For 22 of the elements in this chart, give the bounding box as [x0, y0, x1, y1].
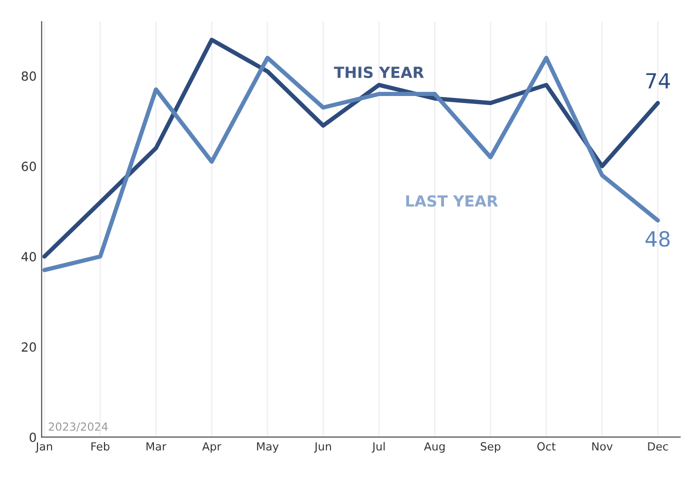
- y-tick-label: 60: [22, 162, 36, 172]
- x-tick-label: Dec: [648, 442, 668, 451]
- y-tick-label: 80: [22, 71, 36, 81]
- x-tick-label: Mar: [146, 442, 166, 451]
- y-tick-label: 0: [30, 432, 36, 442]
- data-label: 48: [646, 231, 670, 247]
- data-label: 74: [646, 73, 670, 88]
- x-tick-label: May: [257, 442, 279, 453]
- x-tick-label: Aug: [424, 442, 445, 453]
- x-tick-label: Nov: [592, 442, 613, 451]
- x-tick-label: Apr: [202, 442, 222, 453]
- text: LAST YEAR: [406, 195, 498, 207]
- x-tick-label: Feb: [91, 442, 110, 451]
- annotation: 2023/2024: [48, 422, 108, 432]
- series-label: THIS YEAR: [334, 66, 424, 78]
- x-tick-label: Jun: [314, 442, 331, 453]
- x-tick-label: Sep: [480, 442, 500, 453]
- x-tick-label: Oct: [537, 442, 556, 451]
- x-tick-label: Jan: [35, 442, 52, 453]
- y-tick-label: 40: [21, 252, 36, 262]
- y-tick-label: 20: [22, 342, 36, 352]
- x-tick-label: Jul: [372, 442, 385, 453]
